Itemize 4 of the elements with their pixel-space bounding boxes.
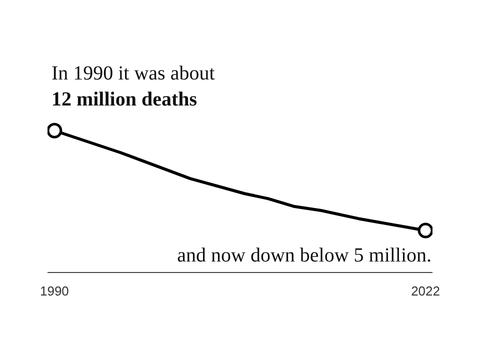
annotation: In 1990 it was about 12 million deaths bbox=[51, 62, 216, 111]
annotation: and now down below 5 million. bbox=[177, 244, 432, 267]
x-tick-label: 2022 bbox=[411, 284, 440, 298]
x-tick-label: 1990 bbox=[40, 284, 69, 298]
